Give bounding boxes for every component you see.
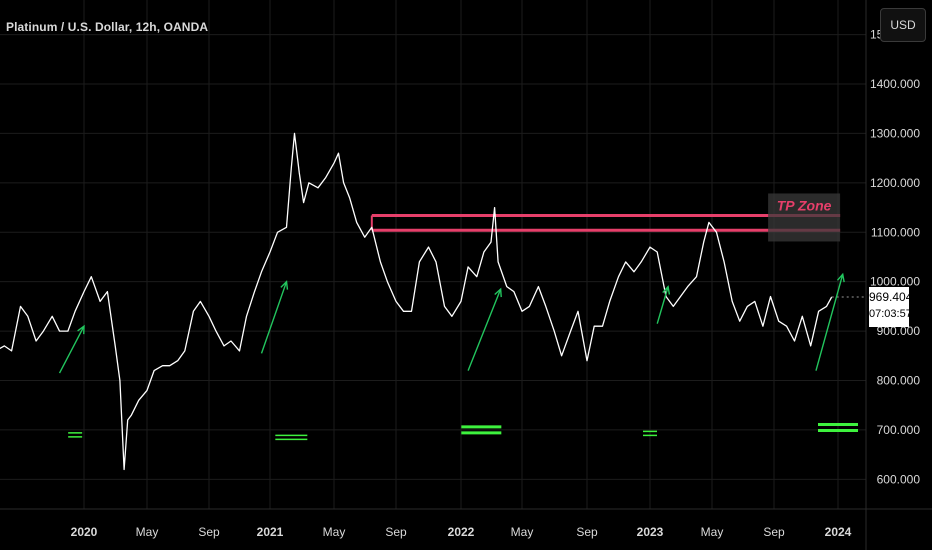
trend-arrow: [815, 272, 845, 371]
price-line: [0, 132, 833, 471]
x-tick-label: 2022: [448, 525, 475, 539]
chart-grid: [0, 0, 866, 509]
tp-zone-layer: TP Zone: [370, 193, 841, 242]
x-tick-label: Sep: [198, 525, 220, 539]
trend-arrow: [656, 285, 671, 324]
volume-mark: [461, 425, 502, 435]
y-tick-label: 900.000: [877, 324, 921, 338]
x-tick-label: 2021: [257, 525, 284, 539]
x-tick-label: Sep: [385, 525, 407, 539]
trend-arrow: [58, 324, 85, 374]
x-tick-label: May: [136, 525, 159, 539]
trend-arrow: [260, 280, 289, 354]
y-tick-label: 1300.000: [870, 126, 920, 140]
volume-marks-layer: [68, 422, 858, 441]
last-price-value: 969.404: [869, 290, 913, 304]
x-tick-label: May: [701, 525, 724, 539]
x-tick-label: 2020: [71, 525, 98, 539]
price-series-layer: [0, 132, 866, 471]
y-tick-label: 1100.000: [871, 225, 920, 239]
y-tick-label: 800.000: [877, 374, 921, 388]
volume-mark: [275, 434, 308, 441]
volume-mark: [643, 430, 657, 437]
x-tick-label: Sep: [576, 525, 598, 539]
y-tick-label: 1000.000: [870, 275, 920, 289]
x-tick-label: May: [511, 525, 534, 539]
x-tick-label: Sep: [763, 525, 785, 539]
trend-arrow: [467, 287, 502, 371]
x-tick-label: May: [323, 525, 346, 539]
volume-mark: [818, 422, 858, 432]
y-tick-label: 700.000: [877, 423, 921, 437]
tp-zone-label: TP Zone: [777, 197, 832, 213]
y-tick-label: 1200.000: [870, 176, 920, 190]
y-tick-label: 1400.000: [870, 77, 920, 91]
last-price-badge: 969.404 07:03:57: [869, 287, 913, 327]
y-tick-label: 600.000: [877, 472, 921, 486]
chart-title: Platinum / U.S. Dollar, 12h, OANDA: [6, 20, 209, 34]
x-tick-label: 2024: [825, 525, 852, 539]
bar-countdown: 07:03:57: [869, 308, 912, 320]
trend-arrows-layer: [58, 272, 845, 374]
x-tick-label: 2023: [637, 525, 664, 539]
volume-mark: [68, 432, 83, 438]
currency-button[interactable]: USD: [880, 8, 926, 42]
tp-zone-label-box: [768, 193, 841, 242]
